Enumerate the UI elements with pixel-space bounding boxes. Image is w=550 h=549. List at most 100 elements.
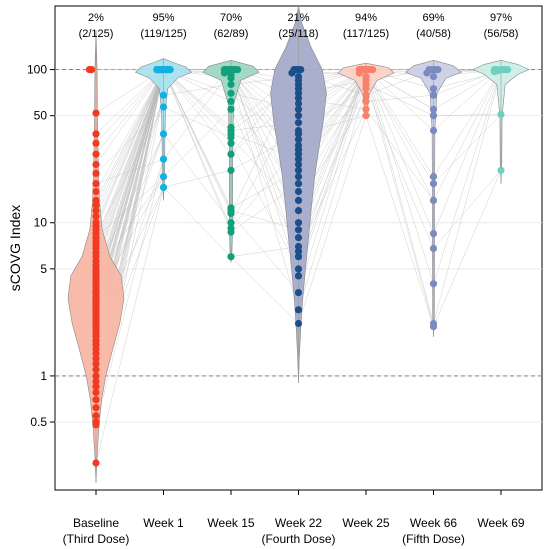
data-point — [294, 319, 303, 328]
data-point — [429, 280, 438, 288]
data-point — [92, 169, 100, 177]
connector-line — [95, 69, 164, 201]
data-point — [92, 354, 100, 363]
data-point — [362, 105, 370, 113]
data-point — [92, 459, 100, 467]
connector-line — [163, 69, 232, 155]
data-point — [159, 183, 168, 191]
data-point — [92, 207, 100, 215]
data-point — [294, 289, 303, 297]
connector-line — [298, 88, 367, 310]
data-point — [362, 112, 370, 120]
data-point — [92, 130, 100, 138]
connector-line — [95, 69, 164, 257]
connector-line — [95, 69, 164, 155]
data-point — [294, 73, 303, 81]
count-label: (62/89) — [214, 28, 249, 40]
connector-line — [230, 213, 299, 293]
connector-line — [365, 88, 434, 249]
x-tick-label: Week 66 — [410, 516, 457, 530]
connector-line — [433, 114, 502, 184]
data-point — [92, 383, 100, 391]
data-point — [92, 396, 100, 404]
count-label: (40/58) — [416, 28, 451, 40]
data-point — [92, 139, 100, 147]
data-point — [92, 187, 100, 196]
connector-line — [95, 176, 164, 238]
data-point — [429, 91, 438, 99]
count-label: (117/125) — [343, 28, 389, 40]
data-point — [227, 105, 235, 113]
connector-line — [95, 187, 164, 464]
percent-label: 94% — [355, 12, 377, 24]
data-point — [358, 66, 366, 74]
data-point — [369, 66, 377, 74]
data-point — [294, 180, 303, 188]
data-point — [294, 119, 303, 127]
connector-line — [163, 187, 232, 257]
data-point — [92, 412, 100, 420]
x-tick-label: Week 25 — [342, 516, 389, 530]
connector-line — [163, 69, 232, 214]
connector-line — [163, 106, 232, 138]
data-point — [294, 219, 303, 227]
connector-line — [230, 256, 299, 324]
y-tick-label: 5 — [40, 262, 47, 276]
data-point — [294, 272, 303, 280]
connector-line — [433, 70, 502, 177]
data-point — [159, 155, 168, 163]
percent-label: 70% — [220, 12, 242, 24]
data-point — [294, 207, 303, 215]
data-point — [429, 112, 438, 120]
connector-line — [230, 78, 299, 310]
connector-line — [365, 69, 434, 177]
data-point — [429, 173, 438, 181]
data-point — [493, 66, 501, 74]
connector-line — [365, 94, 434, 102]
percent-label: 69% — [422, 12, 444, 24]
connector-line — [365, 115, 434, 327]
data-point — [429, 126, 438, 135]
x-axis: Baseline (Third Dose) Week 1 Week 15 Week 22… — [63, 490, 525, 546]
data-point — [294, 105, 303, 113]
connector-line — [95, 69, 164, 249]
data-point — [92, 160, 100, 169]
x-tick-label: Week 22 — [275, 516, 322, 530]
connector-line — [95, 69, 164, 165]
connector-line — [95, 69, 164, 144]
connector-line — [95, 69, 164, 227]
connector-line — [433, 69, 502, 201]
data-point — [294, 306, 303, 314]
data-point — [294, 242, 303, 251]
percent-label: 21% — [287, 12, 309, 24]
connector-line — [95, 69, 164, 253]
connector-line — [433, 70, 502, 234]
data-point — [294, 126, 303, 135]
connector-line — [95, 69, 164, 217]
data-point — [227, 80, 235, 88]
data-point — [429, 85, 438, 93]
connector-line — [365, 69, 434, 234]
data-points — [85, 66, 512, 467]
data-point — [294, 253, 303, 261]
connector-line — [95, 69, 164, 262]
x-tick-sublabel: (Fourth Dose) — [261, 532, 335, 546]
connector-line — [230, 69, 299, 276]
data-point — [294, 166, 303, 174]
connector-line — [433, 69, 502, 131]
y-tick-label: 1 — [40, 369, 47, 383]
percent-label: 95% — [152, 12, 174, 24]
data-point — [429, 73, 438, 81]
data-point — [88, 66, 96, 74]
y-tick-label: 10 — [34, 216, 48, 230]
data-point — [227, 97, 235, 105]
y-tick-label: 0.5 — [30, 415, 47, 429]
x-tick-label: Week 1 — [143, 516, 184, 530]
connector-line — [95, 158, 164, 184]
percent-label: 2% — [88, 12, 104, 24]
connector-line — [163, 170, 232, 188]
data-point — [159, 91, 168, 99]
connector-line — [95, 106, 164, 234]
data-point — [294, 265, 303, 273]
data-point — [429, 319, 438, 328]
